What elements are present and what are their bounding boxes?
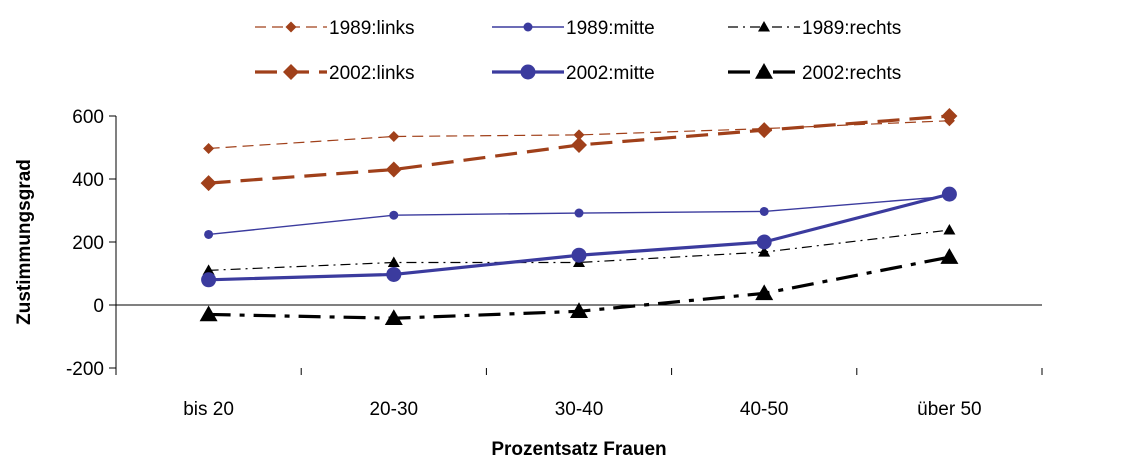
data-point [387, 256, 400, 267]
series-2002-mitte [201, 186, 957, 288]
data-point [573, 129, 585, 141]
x-tick-label: 30-40 [555, 399, 604, 420]
y-tick-label: -200 [66, 359, 104, 380]
series-1989-mitte [204, 191, 954, 239]
data-point [756, 234, 772, 250]
x-tick-label: bis 20 [183, 399, 234, 420]
x-tick-label: über 50 [917, 399, 981, 420]
data-point [941, 186, 957, 202]
x-tick-label: 40-50 [740, 399, 789, 420]
plot-area [199, 108, 959, 325]
legend-item: 1989:rechts [728, 18, 901, 39]
legend-marker [758, 21, 770, 32]
data-point [571, 247, 587, 263]
data-point [201, 272, 217, 288]
data-point [940, 248, 959, 264]
series-line [208, 229, 950, 271]
series-2002-rechts [199, 248, 959, 325]
y-tick-label: 200 [72, 233, 104, 254]
y-tick-label: 600 [72, 107, 104, 128]
legend-label: 2002:links [329, 63, 415, 84]
data-point [386, 266, 402, 282]
data-point [570, 302, 588, 319]
legend-marker [523, 22, 533, 32]
legend-marker [283, 64, 299, 80]
data-point [941, 108, 958, 124]
legend-label: 1989:links [329, 18, 415, 39]
y-axis-title: Zustimmungsgrad [14, 159, 35, 325]
legend-item: 2002:links [255, 63, 415, 84]
legend-marker [285, 21, 297, 33]
legend-label: 2002:rechts [802, 63, 901, 84]
data-point [759, 206, 769, 216]
data-point [571, 136, 587, 153]
legend-marker [755, 63, 773, 79]
legend-label: 1989:mitte [566, 18, 655, 39]
legend-marker [520, 64, 536, 80]
y-tick-label: 400 [72, 170, 104, 191]
data-point [203, 142, 215, 154]
data-point [384, 309, 403, 325]
legend-label: 2002:mitte [566, 63, 655, 84]
legend-item: 2002:mitte [492, 63, 655, 84]
y-tick-label: 0 [93, 296, 104, 317]
data-point [388, 130, 400, 142]
data-point [385, 161, 402, 178]
data-point [389, 210, 399, 220]
x-tick-label: 20-30 [369, 399, 418, 420]
legend-label: 1989:rechts [802, 18, 901, 39]
data-point [204, 229, 214, 239]
legend-item: 2002:rechts [728, 63, 901, 84]
x-axis-title: Prozentsatz Frauen [491, 439, 666, 459]
data-point [199, 305, 218, 322]
data-point [202, 264, 215, 275]
data-point [943, 224, 956, 235]
data-point [758, 246, 771, 257]
series-1989-rechts [202, 224, 956, 275]
legend-item: 1989:mitte [492, 18, 655, 39]
data-point [574, 208, 584, 218]
data-point [756, 122, 773, 139]
legend: 1989:links 1989:mitte 1989:rechts 2002:link… [255, 18, 901, 84]
data-point [755, 284, 774, 301]
legend-item: 1989:links [255, 18, 415, 39]
data-point [200, 175, 217, 192]
series-2002-links [200, 108, 958, 192]
axes: -200 0 200 400 600 bis 20 20-30 30-40 40-50 über … [66, 107, 1043, 420]
